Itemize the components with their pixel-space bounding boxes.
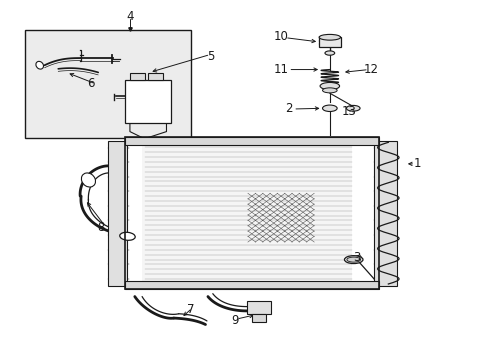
Bar [373,140,396,286]
Bar [25,30,190,138]
Bar [148,73,163,80]
Text: 12: 12 [363,63,378,76]
Bar [319,37,340,47]
Ellipse shape [346,257,360,262]
Text: 13: 13 [341,105,356,118]
Bar [246,301,271,315]
Ellipse shape [320,82,339,90]
Ellipse shape [120,232,135,240]
Bar [125,80,171,123]
Text: 6: 6 [87,77,95,90]
Text: 11: 11 [273,63,288,76]
Text: 4: 4 [126,10,133,23]
Ellipse shape [322,88,336,93]
Bar [251,314,266,321]
Bar [108,140,127,286]
Ellipse shape [322,105,336,112]
Bar [125,137,378,145]
Ellipse shape [346,105,359,111]
Text: 3: 3 [352,251,360,264]
Ellipse shape [81,173,95,187]
Bar [130,73,144,80]
Bar [142,141,351,285]
Ellipse shape [325,51,334,55]
Text: 5: 5 [206,50,214,63]
Text: 10: 10 [273,30,288,43]
Bar [125,282,378,289]
Text: 8: 8 [97,221,104,234]
Text: 1: 1 [413,157,421,170]
Ellipse shape [319,35,340,40]
Text: 7: 7 [187,303,194,316]
Ellipse shape [36,61,43,69]
Bar [125,137,378,289]
Text: 2: 2 [284,102,291,115]
Ellipse shape [344,256,362,264]
Text: 9: 9 [230,314,238,327]
